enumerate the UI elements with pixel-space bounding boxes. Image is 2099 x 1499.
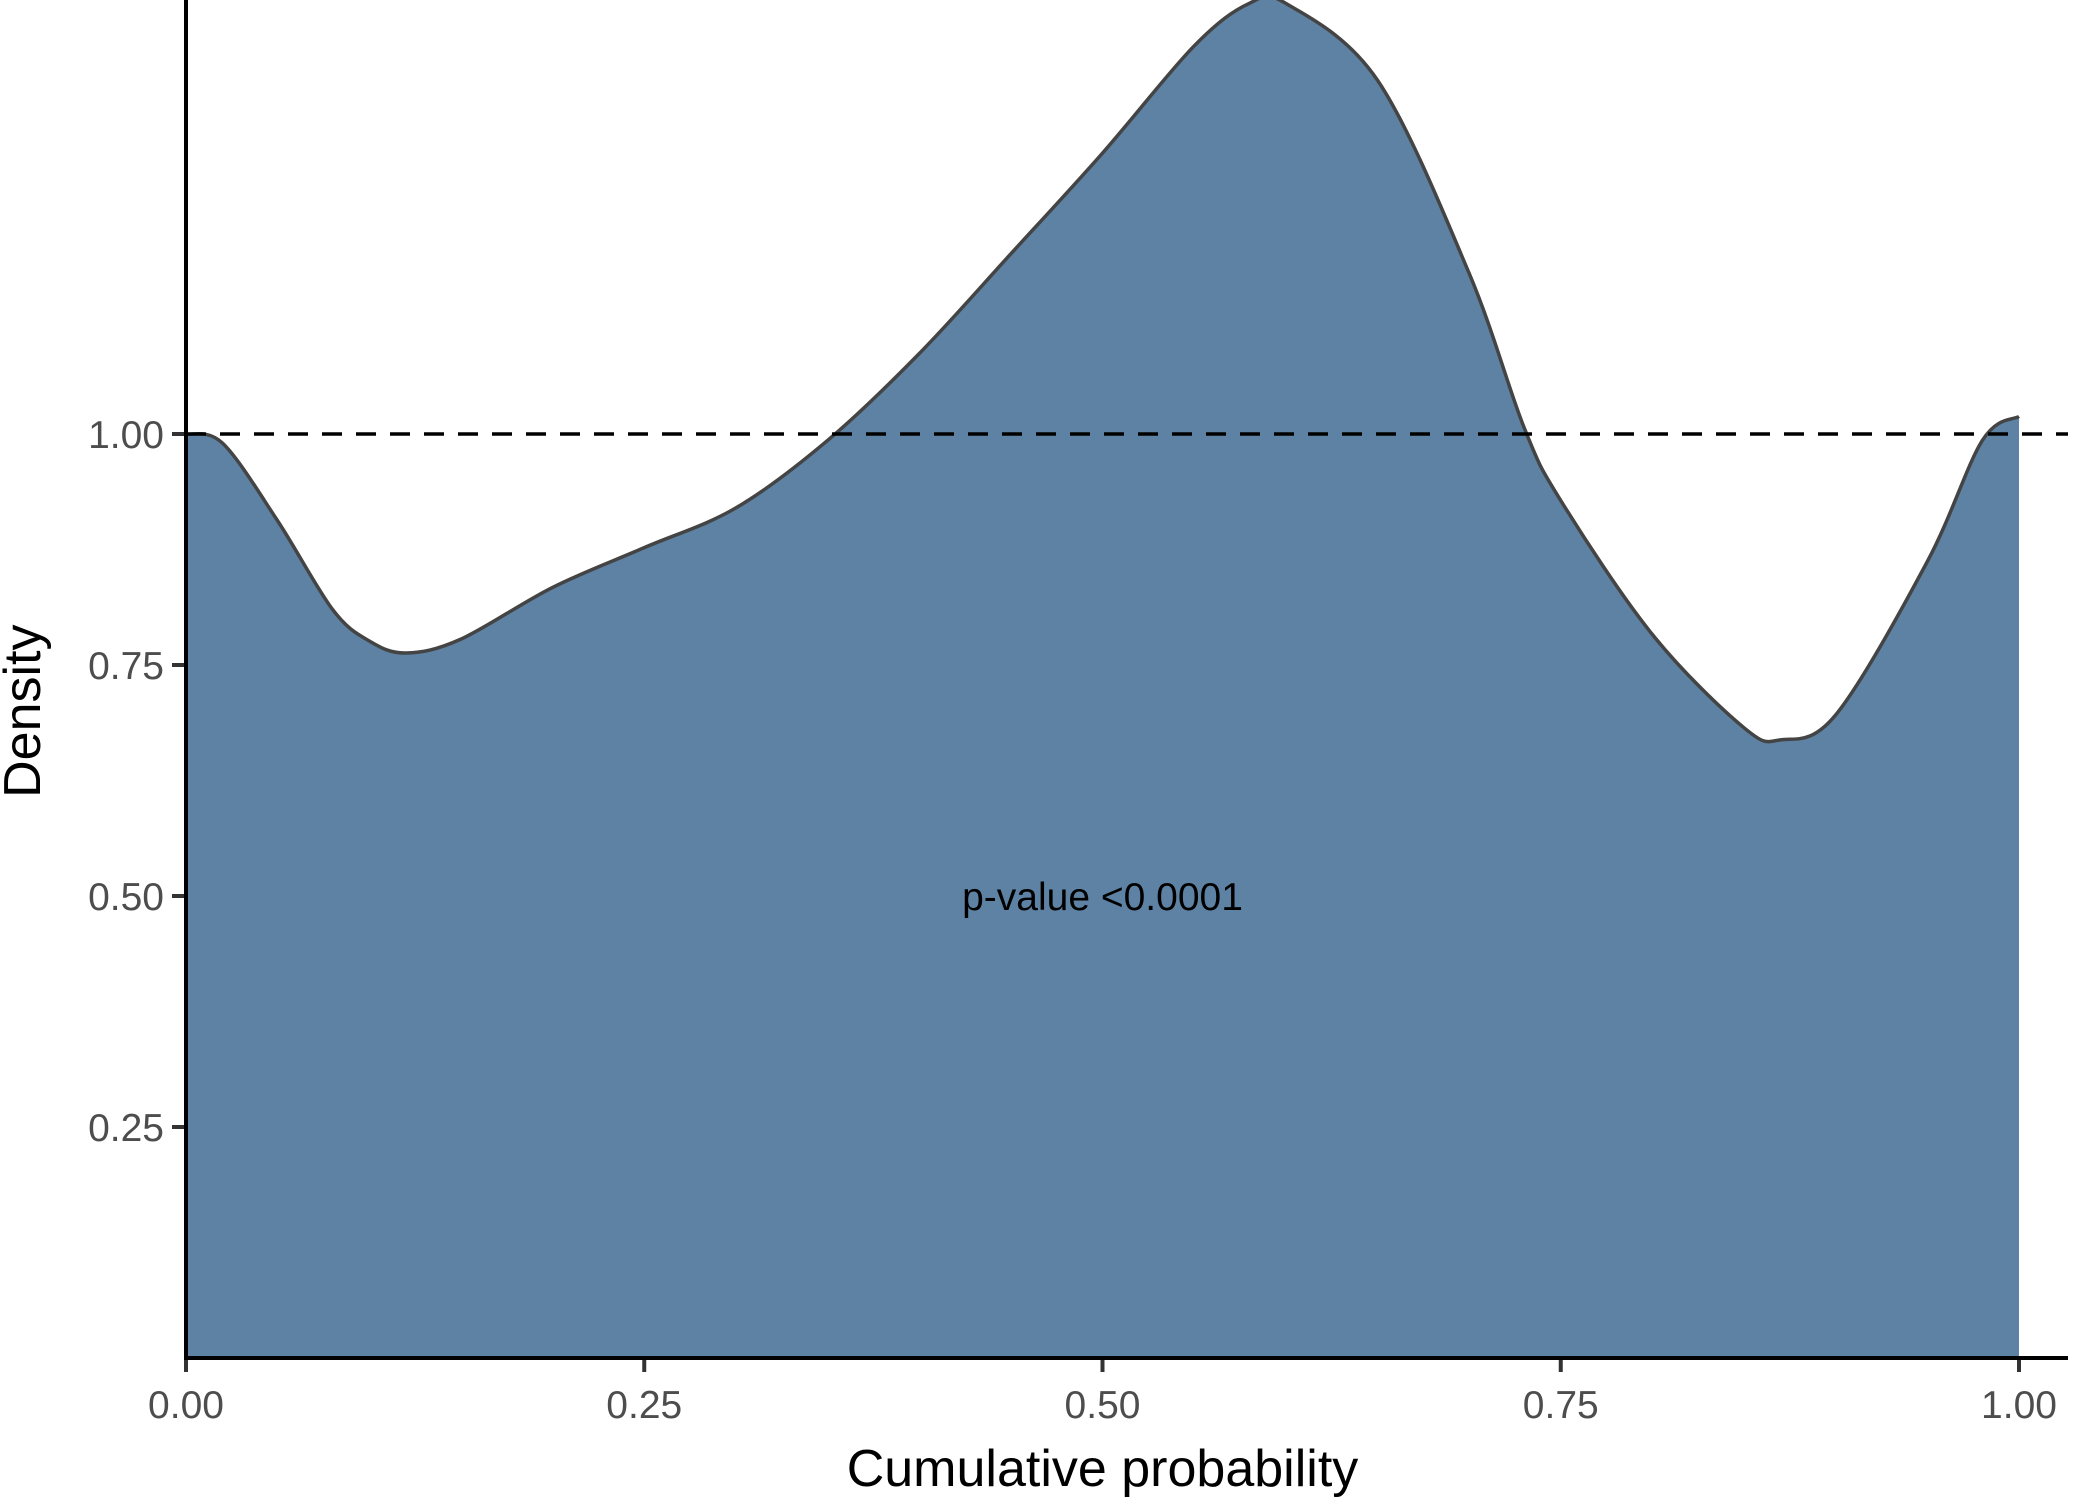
x-tick-label: 0.75 <box>1523 1384 1599 1427</box>
y-tick-label: 0.25 <box>88 1107 164 1150</box>
x-tick-label: 1.00 <box>1981 1384 2057 1427</box>
x-tick-label: 0.25 <box>606 1384 682 1427</box>
p-value-annotation: p-value <0.0001 <box>962 876 1243 919</box>
x-tick-label: 0.50 <box>1065 1384 1141 1427</box>
x-axis-title: Cumulative probability <box>847 1440 1359 1498</box>
y-tick-label: 0.75 <box>88 645 164 688</box>
density-line <box>185 0 2020 744</box>
y-tick-label: 1.00 <box>88 414 164 457</box>
x-tick-label: 0.00 <box>148 1384 224 1427</box>
plot-area: 0.00 0.25 0.50 0.75 1.00 0.25 0.50 0.75 1.00 <box>88 0 2068 1427</box>
y-axis-title: Density <box>0 624 52 797</box>
y-tick-label: 0.50 <box>88 876 164 919</box>
density-area <box>186 0 2019 1358</box>
